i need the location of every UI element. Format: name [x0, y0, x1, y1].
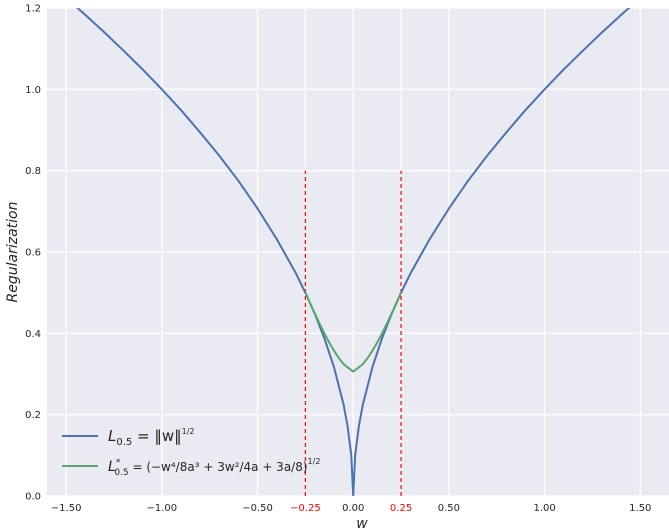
- legend-l05-rest: = ‖w‖: [132, 427, 181, 445]
- legend-l05-main: L: [108, 427, 116, 445]
- legend-l05star-rest: = (−w⁴/8a³ + 3w²/4a + 3a/8): [129, 460, 308, 474]
- legend: L0.5 = ‖w‖1/2 L* 0.5 = (−w⁴/8a³ + 3w²/4a …: [62, 427, 320, 478]
- y-axis-ticks: 0.0 0.2 0.4 0.6 0.8 1.0 1.2: [25, 4, 41, 503]
- y-tick-label: 0.0: [25, 492, 41, 503]
- x-axis-label: w: [356, 516, 368, 531]
- x-tick-label: −1.50: [51, 503, 82, 514]
- legend-l05star-sup: *: [116, 458, 121, 468]
- x-tick-label: 1.00: [533, 503, 555, 514]
- x-tick-label: 0.00: [342, 503, 364, 514]
- legend-l05-exp: 1/2: [182, 427, 195, 436]
- legend-l05star-sub: 0.5: [114, 468, 128, 478]
- y-tick-label: 0.6: [25, 248, 41, 259]
- legend-l05star-main: L: [108, 459, 116, 475]
- y-tick-label: 0.4: [25, 329, 41, 340]
- y-tick-label: 1.2: [25, 4, 41, 15]
- x-tick-label: 0.50: [438, 503, 460, 514]
- x-tick-label: −0.25: [290, 503, 321, 514]
- series-line-1: [76, 8, 631, 496]
- x-tick-label: −1.00: [147, 503, 178, 514]
- x-tick-label: −0.50: [242, 503, 273, 514]
- x-tick-label: 0.25: [390, 503, 412, 514]
- y-tick-label: 0.8: [25, 166, 41, 177]
- y-tick-label: 0.2: [25, 410, 41, 421]
- series-group: [76, 8, 631, 496]
- x-axis-ticks: −1.50 −1.00 −0.50 −0.25 0.00 0.25 0.50 1.00 1.50: [51, 503, 652, 514]
- series-line-2: [304, 292, 402, 373]
- threshold-lines: [304, 170, 402, 496]
- legend-entry-l05: L0.5 = ‖w‖1/2: [108, 427, 195, 448]
- y-tick-label: 1.0: [25, 85, 41, 96]
- x-tick-label: 1.50: [629, 503, 651, 514]
- legend-l05-sub: 0.5: [116, 437, 132, 448]
- legend-entry-l05-star: L* 0.5 = (−w⁴/8a³ + 3w²/4a + 3a/8)1/2: [108, 457, 320, 478]
- y-axis-label: Regularization: [5, 202, 21, 303]
- legend-l05star-exp: 1/2: [308, 457, 321, 466]
